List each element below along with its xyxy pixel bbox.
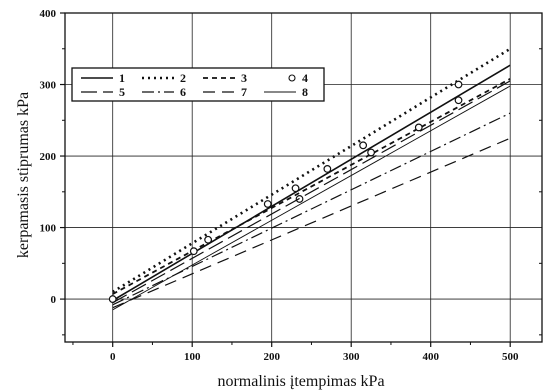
data-point-4 (367, 148, 375, 157)
series-line-8 (112, 85, 511, 311)
data-point-4 (454, 96, 463, 105)
legend-label-5: 5 (119, 85, 125, 99)
axes: 0 100 200 300 400 500 0 100 200 300 400 (40, 8, 542, 363)
legend-label-3: 3 (241, 71, 247, 85)
y-tick-label: 100 (40, 223, 57, 235)
plot-frame (64, 12, 543, 343)
x-tick-label: 400 (422, 351, 439, 363)
legend-label-4: 4 (302, 71, 308, 85)
legend: 1 2 3 4 5 6 7 8 (71, 67, 325, 102)
x-tick-label: 0 (110, 351, 116, 363)
legend-label-6: 6 (180, 85, 186, 99)
legend-swatch-4 (288, 74, 296, 82)
data-point-4 (323, 165, 332, 173)
data-point-4 (414, 123, 423, 132)
data-point-4 (454, 80, 463, 89)
data-point-4 (189, 247, 198, 256)
legend-label-7: 7 (241, 85, 247, 99)
y-tick-label: 400 (40, 8, 57, 20)
x-tick-label: 500 (502, 351, 519, 363)
legend-label-1: 1 (119, 71, 125, 85)
series-line-3 (112, 78, 511, 295)
y-tick-label: 300 (40, 80, 57, 92)
series-line-7 (112, 137, 511, 309)
data-point-4 (291, 184, 300, 193)
data-point-4 (204, 235, 213, 244)
legend-label-2: 2 (180, 71, 186, 85)
data-point-4 (359, 141, 368, 150)
y-tick-label: 0 (51, 294, 57, 306)
y-tick-label: 200 (40, 151, 57, 163)
series-line-1 (112, 64, 511, 302)
series-line-5 (112, 80, 511, 304)
series-layer (108, 47, 511, 311)
legend-label-8: 8 (302, 85, 308, 99)
x-tick-label: 300 (343, 351, 360, 363)
data-point-4 (263, 200, 272, 208)
y-axis-title: kerpamasis stiprumas kPa (15, 92, 32, 258)
x-tick-label: 200 (263, 351, 280, 363)
x-axis-title: normalinis įtempimas kPa (217, 373, 384, 390)
x-tick-label: 100 (184, 351, 201, 363)
legend-box (71, 67, 325, 102)
